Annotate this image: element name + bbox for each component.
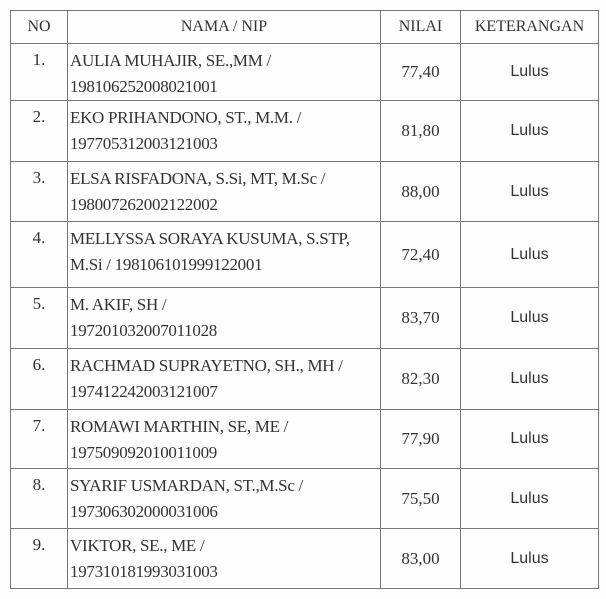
row-nama-nip: ROMAWI MARTHIN, SE, ME / 1975090920100110… bbox=[67, 409, 381, 469]
row-nilai: 77,90 bbox=[380, 409, 461, 469]
row-no: 5. bbox=[10, 287, 68, 349]
table-row: 9. VIKTOR, SE., ME / 197310181993031003 8… bbox=[10, 528, 599, 589]
table-row: 3. ELSA RISFADONA, S.Si, MT, M.Sc / 19800… bbox=[10, 161, 599, 222]
row-keterangan: Lulus bbox=[460, 100, 599, 162]
row-nama-nip: ELSA RISFADONA, S.Si, MT, M.Sc / 19800726… bbox=[67, 161, 381, 222]
table-row: 7. ROMAWI MARTHIN, SE, ME / 1975090920100… bbox=[10, 409, 599, 469]
row-nama-nip: MELLYSSA SORAYA KUSUMA, S.STP, M.Si / 198… bbox=[67, 221, 381, 288]
row-nilai: 82,30 bbox=[380, 348, 461, 410]
row-nilai: 81,80 bbox=[380, 100, 461, 162]
row-line2: 198106252008021001 bbox=[70, 77, 218, 96]
row-keterangan: Lulus bbox=[460, 468, 599, 529]
row-line1: SYARIF USMARDAN, ST.,M.Sc / bbox=[70, 476, 303, 495]
row-line1: ELSA RISFADONA, S.Si, MT, M.Sc / bbox=[70, 169, 326, 188]
row-keterangan: Lulus bbox=[460, 409, 599, 469]
row-nama-nip: AULIA MUHAJIR, SE.,MM / 19810625200802100… bbox=[67, 43, 381, 101]
row-line2: 198007262002122002 bbox=[70, 195, 218, 214]
table-row: 8. SYARIF USMARDAN, ST.,M.Sc / 1973063020… bbox=[10, 468, 599, 529]
row-nilai: 83,70 bbox=[380, 287, 461, 349]
row-no: 4. bbox=[10, 221, 68, 288]
row-line1: M. AKIF, SH / bbox=[70, 295, 167, 314]
results-table: NO NAMA / NIP NILAI KETERANGAN 1. AULIA … bbox=[10, 10, 599, 589]
header-keterangan: KETERANGAN bbox=[460, 10, 599, 44]
row-nama-nip: RACHMAD SUPRAYETNO, SH., MH / 19741224200… bbox=[67, 348, 381, 410]
row-nilai: 83,00 bbox=[380, 528, 461, 589]
row-line2: 197201032007011028 bbox=[70, 321, 217, 340]
row-nama-nip: EKO PRIHANDONO, ST., M.M. / 1977053120031… bbox=[67, 100, 381, 162]
row-line2: 197705312003121003 bbox=[70, 134, 218, 153]
row-keterangan: Lulus bbox=[460, 348, 599, 410]
row-line1: ROMAWI MARTHIN, SE, ME / bbox=[70, 417, 289, 436]
row-no: 3. bbox=[10, 161, 68, 222]
row-keterangan: Lulus bbox=[460, 43, 599, 101]
row-line2: 197509092010011009 bbox=[70, 443, 217, 462]
row-nilai: 72,40 bbox=[380, 221, 461, 288]
row-line1: EKO PRIHANDONO, ST., M.M. / bbox=[70, 108, 302, 127]
row-nilai: 88,00 bbox=[380, 161, 461, 222]
row-keterangan: Lulus bbox=[460, 528, 599, 589]
table-row: 4. MELLYSSA SORAYA KUSUMA, S.STP, M.Si / … bbox=[10, 221, 599, 288]
row-no: 1. bbox=[10, 43, 68, 101]
row-no: 8. bbox=[10, 468, 68, 529]
row-line1: AULIA MUHAJIR, SE.,MM / bbox=[70, 51, 271, 70]
header-no: NO bbox=[10, 10, 68, 44]
table-row: 5. M. AKIF, SH / 197201032007011028 83,70… bbox=[10, 287, 599, 349]
row-no: 2. bbox=[10, 100, 68, 162]
table-row: 6. RACHMAD SUPRAYETNO, SH., MH / 19741224… bbox=[10, 348, 599, 410]
row-line2: 197412242003121007 bbox=[70, 382, 218, 401]
table-row: 2. EKO PRIHANDONO, ST., M.M. / 1977053120… bbox=[10, 100, 599, 162]
header-row: NO NAMA / NIP NILAI KETERANGAN bbox=[10, 10, 599, 44]
row-keterangan: Lulus bbox=[460, 161, 599, 222]
table-row: 1. AULIA MUHAJIR, SE.,MM / 19810625200802… bbox=[10, 43, 599, 101]
table-body: 1. AULIA MUHAJIR, SE.,MM / 19810625200802… bbox=[10, 43, 599, 589]
header-nama: NAMA / NIP bbox=[67, 10, 381, 44]
header-nilai: NILAI bbox=[380, 10, 461, 44]
row-line1: RACHMAD SUPRAYETNO, SH., MH / bbox=[70, 356, 343, 375]
row-nama-nip: M. AKIF, SH / 197201032007011028 bbox=[67, 287, 381, 349]
row-line1: VIKTOR, SE., ME / bbox=[70, 536, 205, 555]
row-keterangan: Lulus bbox=[460, 287, 599, 349]
row-line1: MELLYSSA SORAYA KUSUMA, S.STP, bbox=[70, 229, 350, 248]
row-no: 9. bbox=[10, 528, 68, 589]
row-nama-nip: SYARIF USMARDAN, ST.,M.Sc / 1973063020000… bbox=[67, 468, 381, 529]
row-nilai: 75,50 bbox=[380, 468, 461, 529]
row-no: 7. bbox=[10, 409, 68, 469]
row-line2: 197310181993031003 bbox=[70, 562, 218, 581]
row-nilai: 77,40 bbox=[380, 43, 461, 101]
row-keterangan: Lulus bbox=[460, 221, 599, 288]
row-no: 6. bbox=[10, 348, 68, 410]
row-line2: M.Si / 198106101999122001 bbox=[70, 255, 263, 274]
row-nama-nip: VIKTOR, SE., ME / 197310181993031003 bbox=[67, 528, 381, 589]
row-line2: 197306302000031006 bbox=[70, 502, 218, 521]
